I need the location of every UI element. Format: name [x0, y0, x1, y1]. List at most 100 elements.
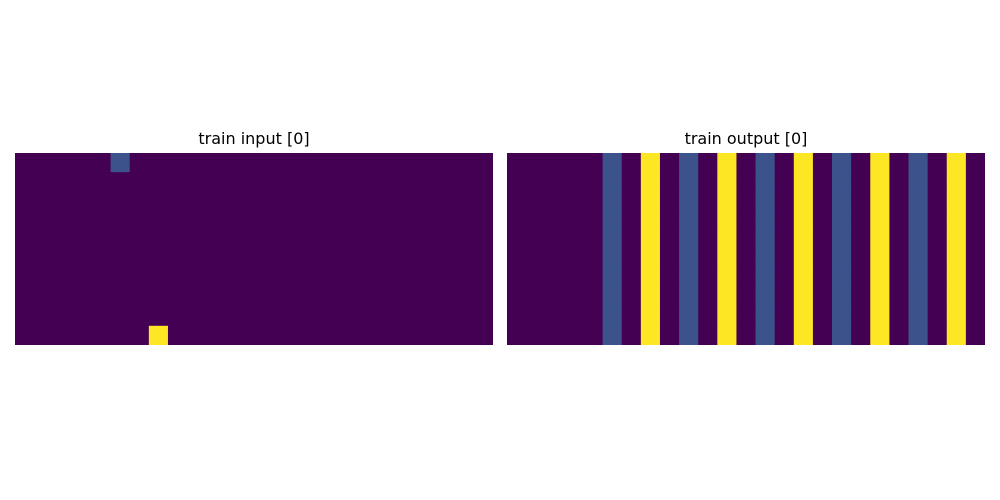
output-grid-cell-r7-c7: [640, 287, 661, 307]
input-grid-cell-r3-c10: [206, 210, 226, 231]
input-grid-cell-r9-c24: [473, 325, 493, 345]
input-grid-cell-r1-c19: [378, 172, 398, 192]
output-grid-cell-r2-c14: [774, 191, 795, 211]
input-grid-cell-r8-c8: [167, 306, 188, 327]
output-grid-cell-r8-c2: [545, 306, 565, 327]
input-grid-cell-r8-c10: [206, 306, 226, 327]
output-grid-cell-r6-c10: [698, 268, 718, 288]
input-grid-cell-r5-c24: [473, 249, 493, 269]
output-grid-cell-r8-c18: [851, 306, 871, 327]
output-grid-cell-r4-c2: [545, 229, 565, 250]
input-grid-cell-r6-c21: [416, 268, 437, 288]
input-grid-cell-r8-c5: [110, 306, 131, 327]
output-grid-cell-r5-c23: [946, 249, 967, 269]
input-grid-cell-r2-c10: [206, 191, 226, 211]
input-grid-cell-r3-c21: [416, 210, 437, 231]
input-grid-cell-r8-c17: [340, 306, 360, 327]
input-grid-cell-r2-c16: [320, 191, 341, 211]
input-grid-cell-r9-c0: [15, 325, 35, 345]
output-grid-cell-r5-c5: [602, 249, 623, 269]
input-grid-cell-r4-c14: [282, 229, 303, 250]
output-grid-cell-r1-c5: [602, 172, 623, 192]
input-grid-cell-r0-c16: [320, 153, 341, 173]
output-grid-cell-r1-c17: [832, 172, 852, 192]
input-grid-cell-r5-c8: [167, 249, 188, 269]
input-grid-cell-r6-c20: [397, 268, 417, 288]
output-grid-cell-r0-c5: [602, 153, 623, 173]
input-grid-cell-r7-c13: [263, 287, 284, 307]
output-grid-cell-r2-c3: [564, 191, 584, 211]
output-grid-cell-r9-c1: [526, 325, 546, 345]
input-grid-cell-r7-c19: [378, 287, 398, 307]
output-grid-cell-r5-c17: [832, 249, 852, 269]
output-grid-cell-r6-c19: [870, 268, 890, 288]
input-grid-cell-r0-c24: [473, 153, 493, 173]
output-grid-cell-r6-c12: [736, 268, 756, 288]
input-grid-cell-r1-c13: [263, 172, 284, 192]
output-grid-cell-r5-c8: [659, 249, 680, 269]
input-grid-cell-r6-c10: [206, 268, 226, 288]
input-grid-cell-r7-c0: [15, 287, 35, 307]
output-grid-cell-r9-c23: [946, 325, 967, 345]
input-grid-cell-r3-c20: [397, 210, 417, 231]
output-grid-cell-r9-c4: [583, 325, 603, 345]
output-grid-cell-r6-c22: [927, 268, 948, 288]
output-grid-cell-r1-c13: [755, 172, 776, 192]
output-grid-cell-r1-c14: [774, 172, 795, 192]
input-grid-cell-r8-c4: [91, 306, 111, 327]
output-grid-cell-r1-c20: [889, 172, 909, 192]
output-grid-cell-r5-c20: [889, 249, 909, 269]
input-grid-cell-r6-c7: [148, 268, 169, 288]
input-grid-cell-r6-c0: [15, 268, 35, 288]
output-grid-cell-r1-c15: [793, 172, 814, 192]
input-grid-cell-r8-c19: [378, 306, 398, 327]
output-grid-cell-r1-c10: [698, 172, 718, 192]
input-grid-cell-r4-c11: [225, 229, 245, 250]
output-grid-cell-r0-c11: [717, 153, 737, 173]
output-grid-cell-r7-c13: [755, 287, 776, 307]
input-grid-cell-r4-c5: [110, 229, 131, 250]
input-grid-cell-r2-c8: [167, 191, 188, 211]
input-grid-cell-r0-c11: [225, 153, 245, 173]
input-grid-cell-r2-c22: [435, 191, 456, 211]
output-grid-cell-r8-c7: [640, 306, 661, 327]
input-grid-cell-r9-c1: [34, 325, 54, 345]
output-grid-cell-r6-c18: [851, 268, 871, 288]
input-grid-cell-r7-c7: [148, 287, 169, 307]
output-grid-cell-r7-c2: [545, 287, 565, 307]
input-grid-cell-r9-c19: [378, 325, 398, 345]
input-grid-cell-r9-c5: [110, 325, 131, 345]
input-grid-cell-r2-c23: [454, 191, 475, 211]
output-grid-cell-r3-c21: [908, 210, 929, 231]
input-grid-cell-r4-c16: [320, 229, 341, 250]
output-grid-cell-r9-c15: [793, 325, 814, 345]
input-grid-cell-r5-c7: [148, 249, 169, 269]
output-grid-cell-r8-c24: [965, 306, 985, 327]
input-grid-cell-r5-c18: [359, 249, 379, 269]
output-grid: [507, 153, 985, 345]
input-grid-cell-r8-c11: [225, 306, 245, 327]
input-grid-cell-r6-c14: [282, 268, 303, 288]
input-grid-cell-r1-c23: [454, 172, 475, 192]
input-grid-cell-r0-c18: [359, 153, 379, 173]
input-grid-cell-r3-c17: [340, 210, 360, 231]
output-grid-cell-r6-c17: [832, 268, 852, 288]
input-grid-cell-r0-c8: [167, 153, 188, 173]
output-grid-cell-r1-c0: [507, 172, 527, 192]
output-grid-cell-r8-c19: [870, 306, 890, 327]
output-grid-cell-r5-c6: [621, 249, 642, 269]
input-grid-cell-r6-c15: [301, 268, 322, 288]
output-grid-cell-r0-c15: [793, 153, 814, 173]
output-grid-cell-r9-c13: [755, 325, 776, 345]
input-grid-cell-r9-c23: [454, 325, 475, 345]
output-grid-cell-r0-c9: [679, 153, 699, 173]
output-grid-cell-r9-c9: [679, 325, 699, 345]
output-grid-cell-r8-c13: [755, 306, 776, 327]
input-grid-cell-r1-c17: [340, 172, 360, 192]
output-grid-cell-r3-c13: [755, 210, 776, 231]
input-grid-cell-r4-c2: [53, 229, 73, 250]
input-grid-cell-r7-c12: [244, 287, 264, 307]
output-grid-cell-r6-c11: [717, 268, 737, 288]
input-grid-cell-r8-c20: [397, 306, 417, 327]
output-grid-cell-r3-c5: [602, 210, 623, 231]
